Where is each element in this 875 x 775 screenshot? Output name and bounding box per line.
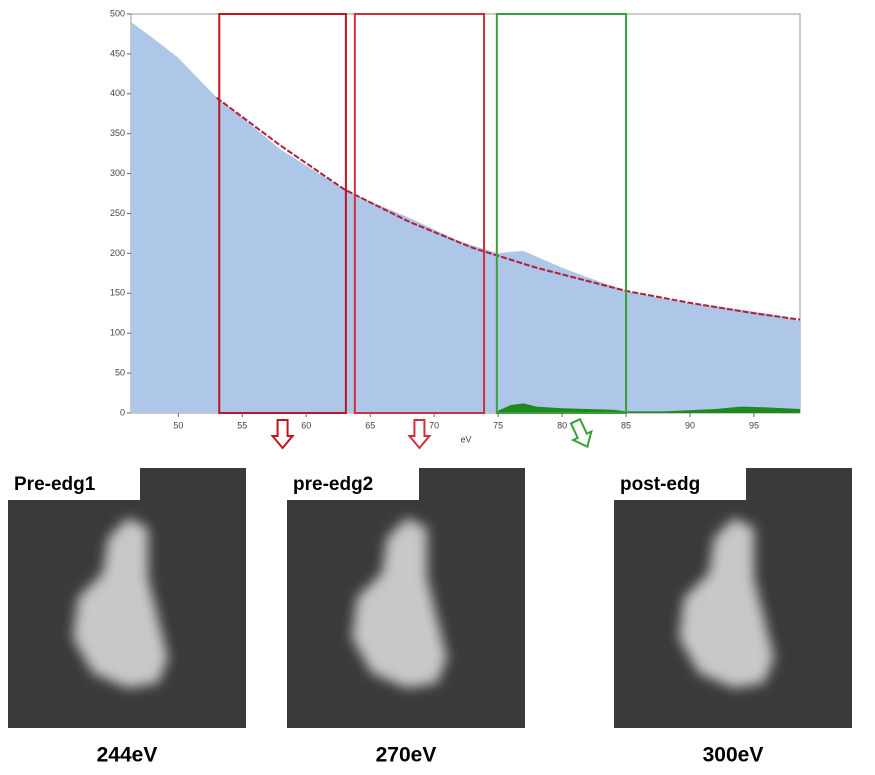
- x-tick-label: 65: [365, 420, 375, 430]
- x-tick-label: 75: [493, 420, 503, 430]
- x-tick-label: 90: [685, 420, 695, 430]
- y-tick-label: 50: [115, 367, 125, 377]
- y-tick-label: 100: [110, 328, 125, 338]
- plot: [131, 21, 801, 413]
- x-tick-label: 85: [621, 420, 631, 430]
- panel-label: post-edg: [620, 474, 700, 495]
- y-tick-label: 350: [110, 128, 125, 138]
- x-tick-label: 60: [301, 420, 311, 430]
- x-tick-label: 80: [557, 420, 567, 430]
- y-tick-label: 450: [110, 48, 125, 58]
- particle: [73, 518, 168, 688]
- energy-window: [353, 13, 486, 414]
- x-tick-label: 50: [173, 420, 183, 430]
- x-axis-label: eV: [460, 434, 471, 444]
- x-tick-label: 70: [429, 420, 439, 430]
- image-panel: post-edg 300eV: [614, 468, 852, 767]
- fit-line: [216, 96, 801, 321]
- particle: [352, 518, 447, 688]
- down-arrow: [569, 417, 593, 449]
- down-arrow: [407, 419, 432, 450]
- energy-label: 244eV: [97, 744, 158, 767]
- y-tick-label: 400: [110, 88, 125, 98]
- y-tick-label: 200: [110, 248, 125, 258]
- label-box: [614, 468, 746, 500]
- panel-label: Pre-edg1: [14, 474, 96, 495]
- energy-window: [218, 13, 347, 414]
- image-panel: Pre-edg1 244eV: [8, 468, 246, 767]
- down-arrow: [270, 419, 295, 450]
- spectrum-area: [498, 403, 800, 413]
- label-box: [8, 468, 140, 500]
- energy-window: [495, 13, 628, 414]
- y-tick-label: 500: [110, 8, 125, 18]
- spectrum-area: [131, 21, 800, 413]
- x-tick-label: 95: [749, 420, 759, 430]
- image-panel: pre-edg2 270eV: [287, 468, 525, 767]
- panel-label: pre-edg2: [293, 474, 373, 495]
- particle: [679, 518, 774, 688]
- x-tick-label: 55: [237, 420, 247, 430]
- label-box: [287, 468, 419, 500]
- y-tick-label: 0: [120, 407, 125, 417]
- y-tick-label: 250: [110, 208, 125, 218]
- y-tick-label: 300: [110, 168, 125, 178]
- y-tick-label: 150: [110, 288, 125, 298]
- energy-label: 270eV: [376, 744, 437, 767]
- energy-label: 300eV: [703, 744, 764, 767]
